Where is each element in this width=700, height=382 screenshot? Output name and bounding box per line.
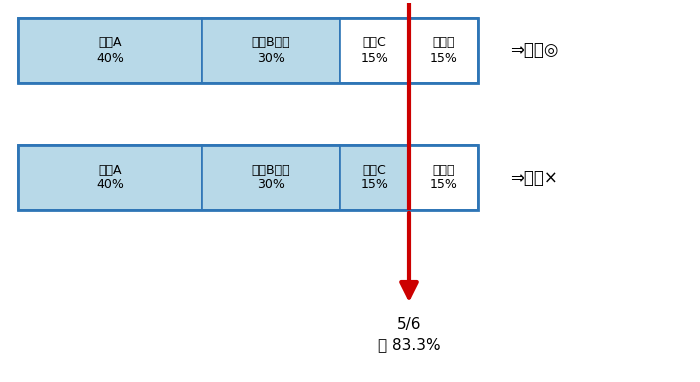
Bar — [340, 18, 409, 83]
Text: 株主C
15%: 株主C 15% — [360, 163, 388, 191]
Bar — [202, 18, 340, 83]
Text: 5/6: 5/6 — [397, 317, 421, 332]
Text: その他
15%: その他 15% — [430, 37, 457, 65]
Text: 株主C
15%: 株主C 15% — [360, 37, 388, 65]
Text: ⇒判定×: ⇒判定× — [510, 168, 558, 186]
Bar — [409, 145, 478, 210]
Bar — [18, 18, 202, 83]
Text: 株主A
40%: 株主A 40% — [96, 37, 124, 65]
Text: 株主B法人
30%: 株主B法人 30% — [252, 163, 290, 191]
Bar — [409, 18, 478, 83]
Bar — [18, 145, 202, 210]
Bar — [18, 18, 478, 83]
Text: その他
15%: その他 15% — [430, 163, 457, 191]
Text: 株主A
40%: 株主A 40% — [96, 163, 124, 191]
Text: 株主B法人
30%: 株主B法人 30% — [252, 37, 290, 65]
Text: 約 83.3%: 約 83.3% — [378, 338, 440, 353]
Bar — [202, 145, 340, 210]
Text: ⇒判定◎: ⇒判定◎ — [510, 42, 559, 60]
Bar — [340, 145, 409, 210]
Bar — [18, 145, 478, 210]
